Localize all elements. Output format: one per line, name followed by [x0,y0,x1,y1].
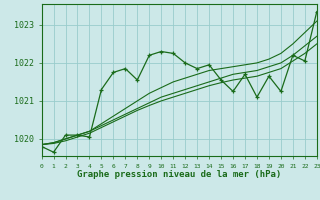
X-axis label: Graphe pression niveau de la mer (hPa): Graphe pression niveau de la mer (hPa) [77,170,281,179]
